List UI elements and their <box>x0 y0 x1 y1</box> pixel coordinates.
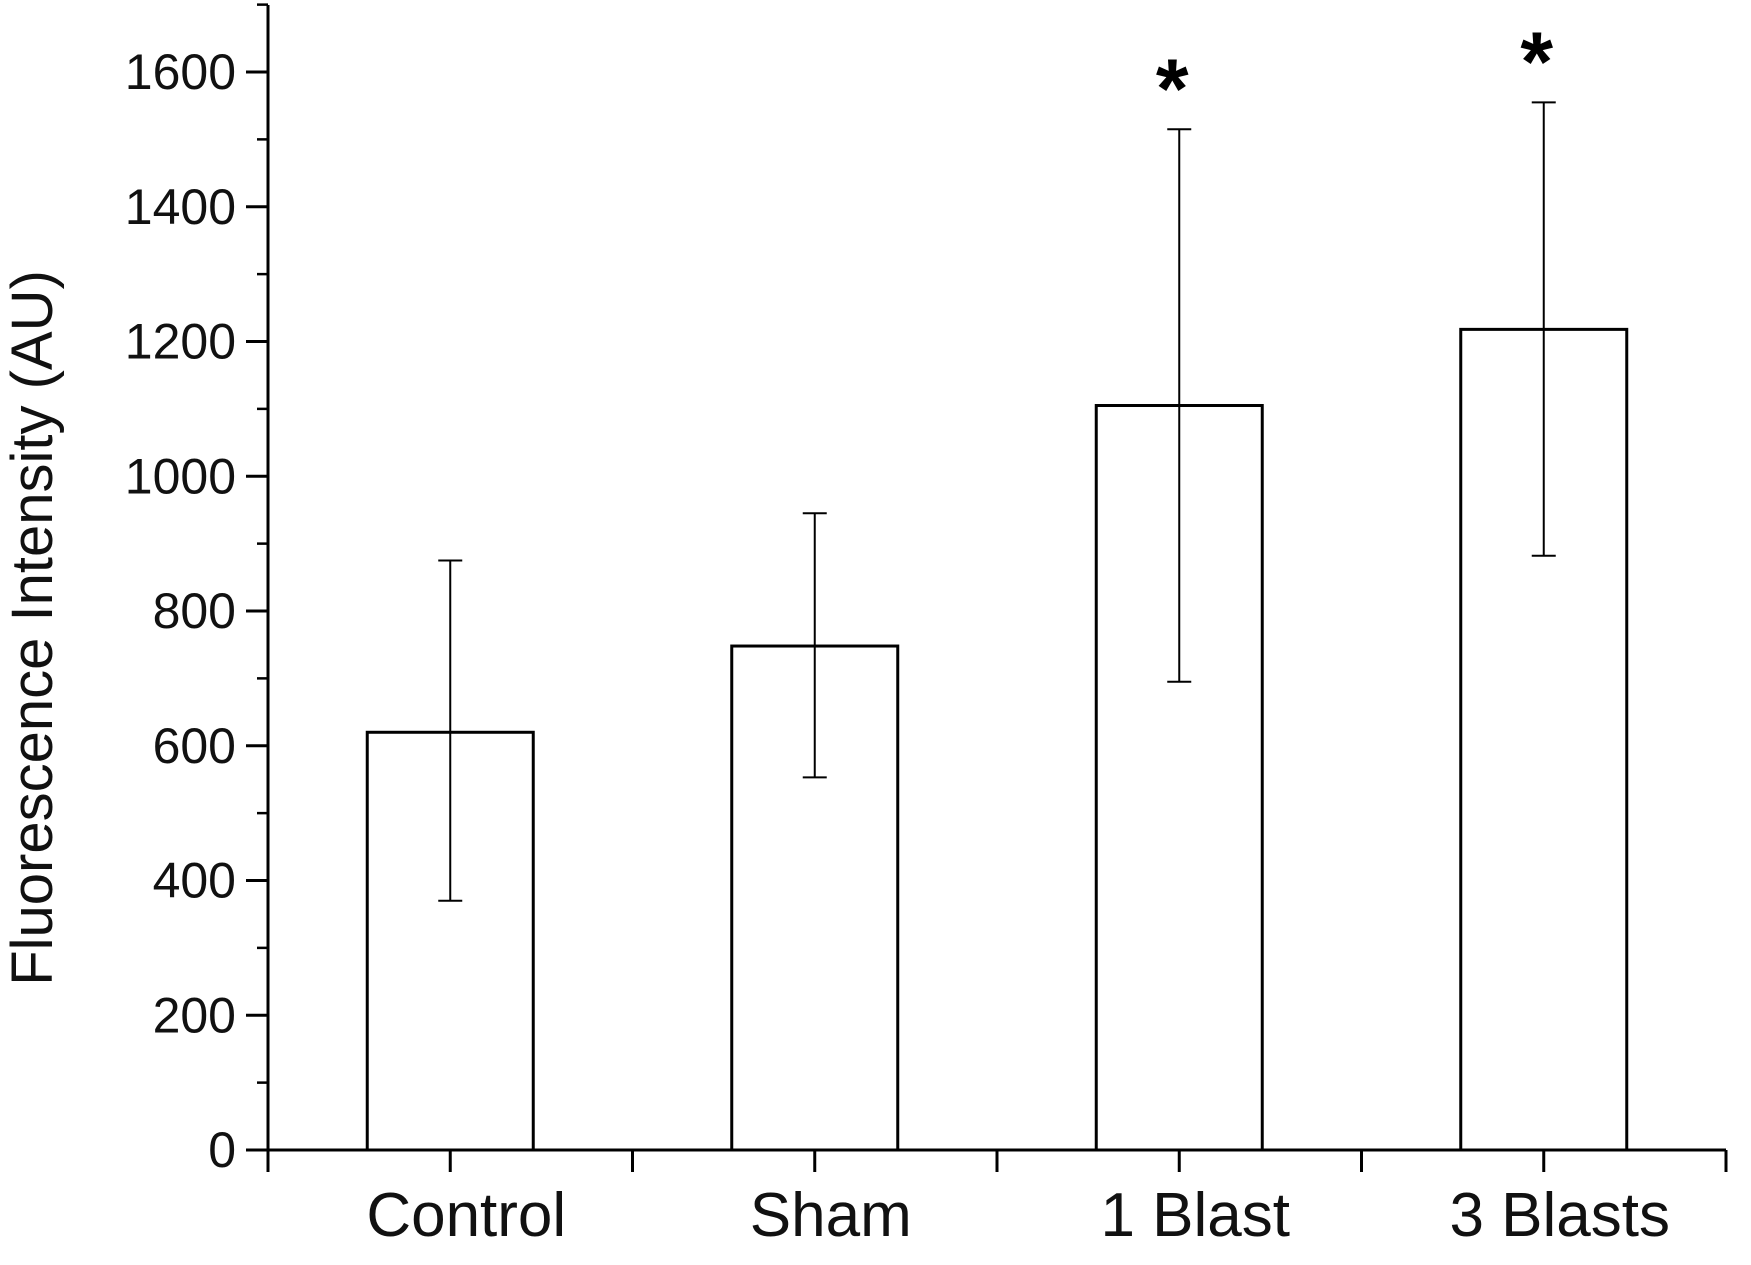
significance-marker: * <box>1520 14 1553 108</box>
y-axis-title: Fluorescence Intensity (AU) <box>0 270 65 986</box>
y-tick-label: 0 <box>208 1122 236 1178</box>
x-category-label: 3 Blasts <box>1449 1181 1670 1250</box>
significance-marker: * <box>1156 41 1189 135</box>
y-tick-label: 800 <box>153 583 236 639</box>
y-tick-label: 600 <box>153 718 236 774</box>
y-tick-label: 200 <box>153 987 236 1043</box>
y-tick-label: 400 <box>153 853 236 909</box>
labels: Control Sham * 1 Blast * 3 Blasts <box>366 14 1670 1250</box>
error-bars <box>438 101 1556 902</box>
y-tick-label: 1400 <box>125 179 236 235</box>
y-tick-label: 1000 <box>125 448 236 504</box>
y-tick-label: 1200 <box>125 314 236 370</box>
x-category-label: 1 Blast <box>1100 1181 1290 1250</box>
y-tick-label: 1600 <box>125 44 236 100</box>
bars <box>365 327 1629 1152</box>
x-category-label: Sham <box>750 1181 912 1250</box>
x-category-label: Control <box>366 1181 566 1250</box>
axes: 0 200 400 600 800 1000 1200 1400 1600 <box>125 3 1728 1178</box>
